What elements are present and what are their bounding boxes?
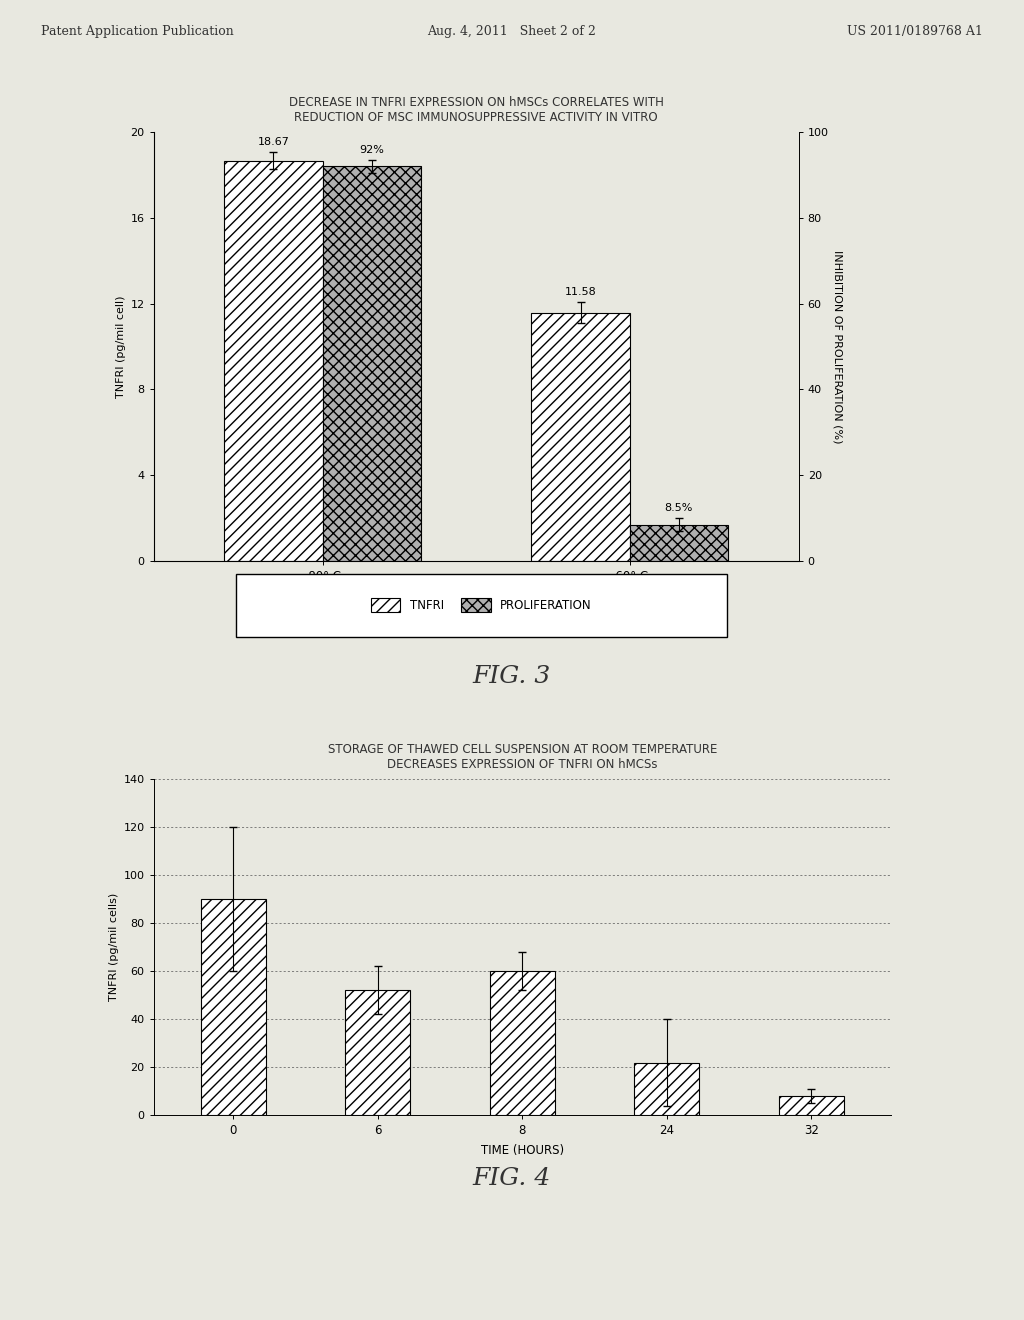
- Text: FIG. 4: FIG. 4: [473, 1167, 551, 1189]
- Text: 18.67: 18.67: [257, 136, 290, 147]
- Legend: TNFRI, PROLIFERATION: TNFRI, PROLIFERATION: [367, 594, 596, 616]
- Text: 92%: 92%: [359, 144, 384, 154]
- Bar: [201, 899, 265, 1115]
- Text: Aug. 4, 2011   Sheet 2 of 2: Aug. 4, 2011 Sheet 2 of 2: [428, 25, 596, 38]
- X-axis label: TIME (HOURS): TIME (HOURS): [480, 1144, 564, 1158]
- Bar: [489, 972, 555, 1115]
- Bar: [634, 1063, 699, 1115]
- Bar: [224, 161, 323, 561]
- Y-axis label: INHIBITION OF PROLIFERATION (%): INHIBITION OF PROLIFERATION (%): [833, 249, 843, 444]
- Title: DECREASE IN TNFRI EXPRESSION ON hMSCs CORRELATES WITH
REDUCTION OF MSC IMMUNOSUP: DECREASE IN TNFRI EXPRESSION ON hMSCs CO…: [289, 96, 664, 124]
- Y-axis label: TNFRI (pg/mil cell): TNFRI (pg/mil cell): [117, 296, 126, 397]
- Text: Patent Application Publication: Patent Application Publication: [41, 25, 233, 38]
- Bar: [779, 1096, 844, 1115]
- Text: US 2011/0189768 A1: US 2011/0189768 A1: [847, 25, 983, 38]
- Text: 11.58: 11.58: [564, 286, 597, 297]
- Title: STORAGE OF THAWED CELL SUSPENSION AT ROOM TEMPERATURE
DECREASES EXPRESSION OF TN: STORAGE OF THAWED CELL SUSPENSION AT ROO…: [328, 743, 717, 771]
- Bar: [531, 313, 630, 561]
- Text: 8.5%: 8.5%: [665, 503, 693, 512]
- Bar: [630, 524, 728, 561]
- Text: FIG. 3: FIG. 3: [473, 665, 551, 688]
- Bar: [345, 990, 411, 1115]
- X-axis label: hMSC STORAGE TEMPERATURE (C): hMSC STORAGE TEMPERATURE (C): [375, 590, 578, 603]
- Bar: [323, 166, 421, 561]
- Y-axis label: TNFRI (pg/mil cells): TNFRI (pg/mil cells): [110, 892, 119, 1002]
